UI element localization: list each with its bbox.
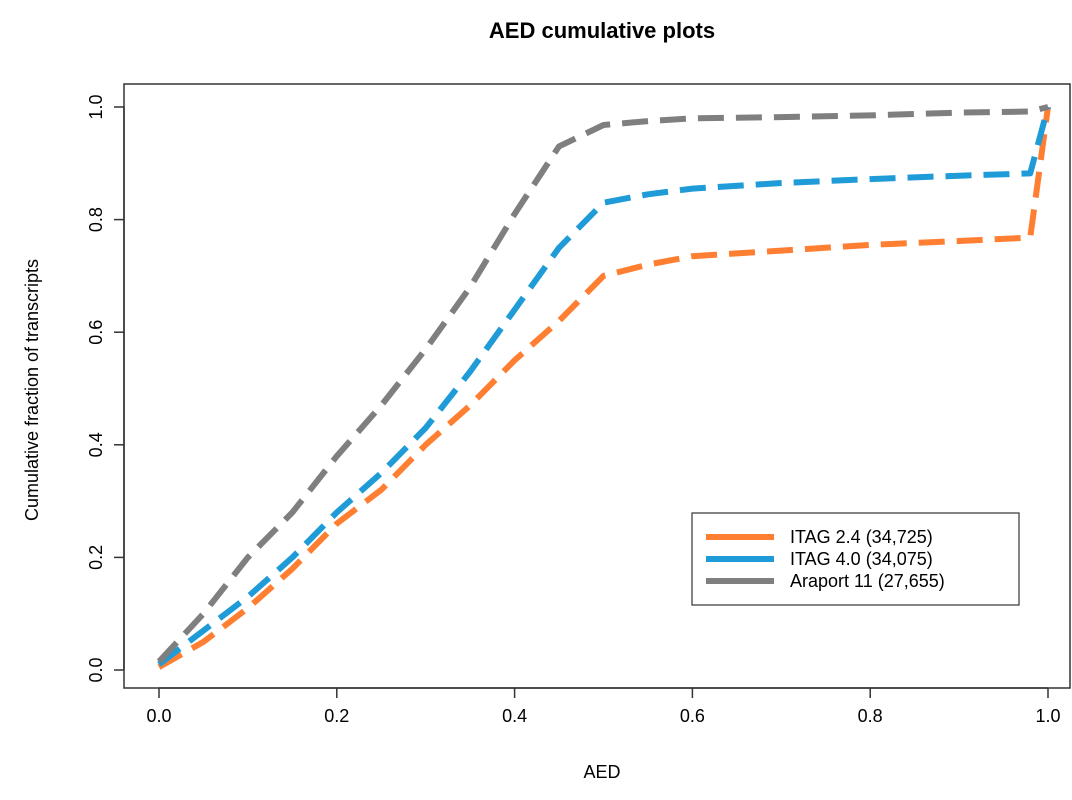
y-axis-label: Cumulative fraction of transcripts (22, 259, 42, 521)
y-tick-label: 0.4 (86, 432, 106, 457)
x-tick-label: 0.8 (858, 706, 883, 726)
y-tick-label: 0.0 (86, 657, 106, 682)
legend: ITAG 2.4 (34,725)ITAG 4.0 (34,075)Arapor… (691, 512, 1020, 606)
legend-label-3: Araport 11 (27,655) (790, 571, 945, 591)
x-tick-label: 0.4 (502, 706, 527, 726)
y-tick-label: 0.2 (86, 545, 106, 570)
series-line-1 (157, 106, 1051, 670)
y-tick-label: 0.6 (86, 320, 106, 345)
x-tick-label: 0.2 (324, 706, 349, 726)
legend-label-1: ITAG 2.4 (34,725) (790, 527, 933, 547)
x-tick-label: 0.0 (146, 706, 171, 726)
series-layer (156, 104, 1051, 670)
x-axis: 0.0 0.2 0.4 0.6 0.8 1.0 (146, 687, 1061, 726)
x-tick-label: 1.0 (1035, 706, 1060, 726)
series-line-3 (156, 104, 1049, 664)
chart-title: AED cumulative plots (489, 18, 715, 43)
series-line-2 (157, 106, 1051, 667)
y-tick-label: 0.8 (86, 207, 106, 232)
x-tick-label: 0.6 (680, 706, 705, 726)
legend-label-2: ITAG 4.0 (34,075) (790, 549, 933, 569)
y-axis: 0.0 0.2 0.4 0.6 0.8 1.0 (86, 94, 125, 683)
x-axis-label: AED (583, 762, 620, 782)
y-tick-label: 1.0 (86, 94, 106, 119)
